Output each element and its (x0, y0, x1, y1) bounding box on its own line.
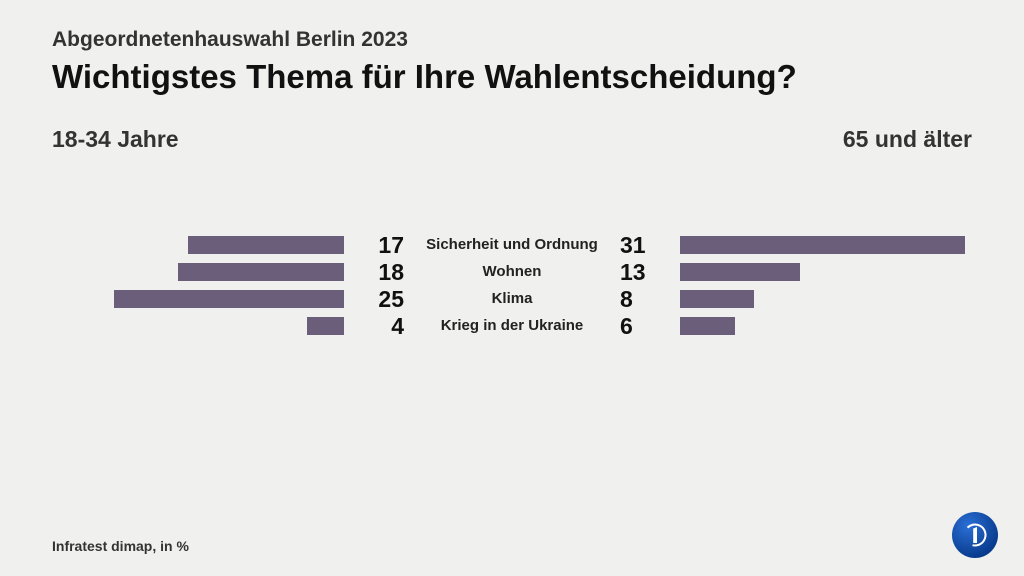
value-right: 6 (620, 315, 670, 337)
row-label: Klima (412, 288, 612, 310)
chart-row: 4 Krieg in der Ukraine 6 (0, 315, 1024, 337)
group-label-right: 65 und älter (843, 126, 972, 153)
row-label: Krieg in der Ukraine (412, 315, 612, 337)
bar-left (307, 317, 344, 335)
chart-row: 25 Klima 8 (0, 288, 1024, 310)
bar-right (680, 317, 735, 335)
bar-right (680, 236, 965, 254)
source-footer: Infratest dimap, in % (52, 538, 189, 554)
value-right: 8 (620, 288, 670, 310)
row-label: Sicherheit und Ordnung (412, 234, 612, 256)
bar-left (178, 263, 344, 281)
value-left: 25 (354, 288, 404, 310)
value-left: 18 (354, 261, 404, 283)
chart-row: 17 Sicherheit und Ordnung 31 (0, 234, 1024, 256)
chart-title: Wichtigstes Thema für Ihre Wahlentscheid… (52, 58, 1024, 96)
group-labels: 18-34 Jahre 65 und älter (0, 126, 1024, 156)
value-left: 17 (354, 234, 404, 256)
chart-header: Abgeordnetenhauswahl Berlin 2023 Wichtig… (0, 0, 1024, 96)
supertitle: Abgeordnetenhauswahl Berlin 2023 (52, 28, 1024, 52)
broadcaster-badge (952, 512, 998, 558)
value-right: 31 (620, 234, 670, 256)
chart-row: 18 Wohnen 13 (0, 261, 1024, 283)
diverging-bar-chart: 17 Sicherheit und Ordnung 31 18 Wohnen 13 25 Kl… (0, 234, 1024, 337)
bar-right (680, 290, 754, 308)
value-left: 4 (354, 315, 404, 337)
group-label-left: 18-34 Jahre (52, 126, 179, 153)
row-label: Wohnen (412, 261, 612, 283)
bar-left (188, 236, 344, 254)
value-right: 13 (620, 261, 670, 283)
bar-left (114, 290, 344, 308)
ard-1-icon (960, 520, 990, 550)
bar-right (680, 263, 800, 281)
